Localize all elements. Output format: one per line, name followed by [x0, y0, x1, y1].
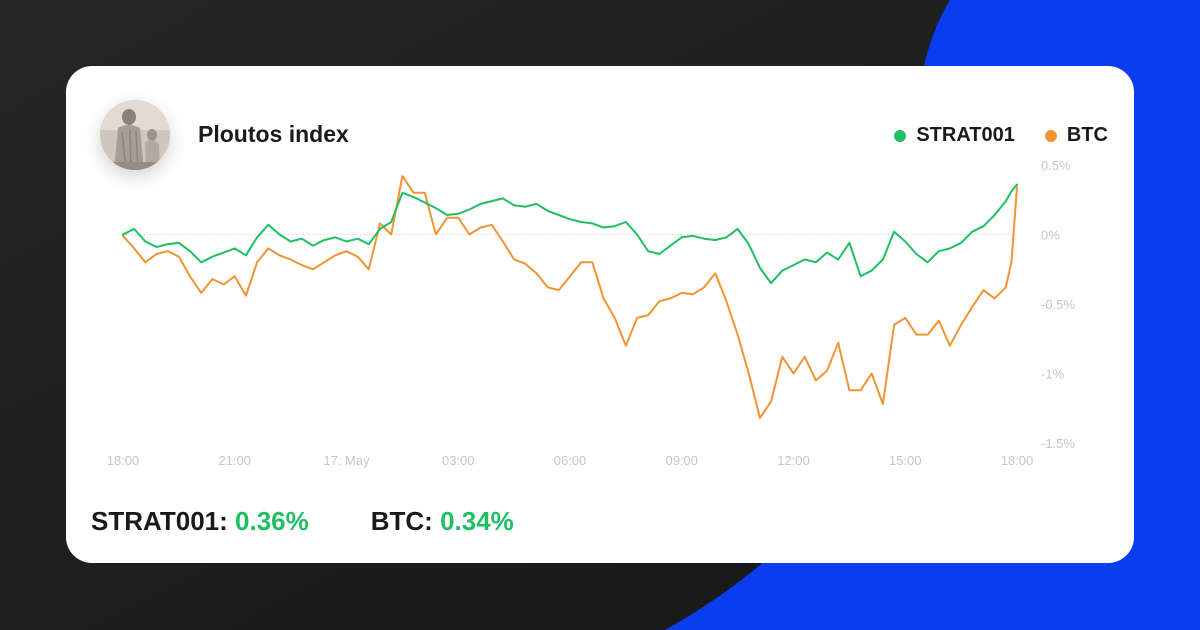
legend-dot-strat001 — [894, 129, 907, 142]
y-axis-ticks: 0.5% 0% -0.5% -1% -1.5% — [1041, 158, 1075, 451]
x-tick-label: 18:00 — [1001, 453, 1034, 468]
x-tick-label: 09:00 — [665, 453, 698, 468]
series-line-btc — [122, 175, 1018, 419]
x-tick-label: 17. May — [323, 453, 370, 468]
summary-strat001-label: STRAT001: — [91, 506, 228, 536]
y-tick-label: -1.5% — [1041, 436, 1075, 451]
x-tick-label: 21:00 — [218, 453, 251, 468]
y-tick-label: 0% — [1041, 228, 1060, 243]
chart-card: Ploutos index STRAT001 BTC 0.5% 0% -0.5% -1… — [66, 66, 1134, 563]
line-chart: 0.5% 0% -0.5% -1% -1.5% 18:00 21:00 17. May 03:… — [107, 158, 1076, 468]
summary-btc: BTC: 0.34% — [371, 506, 514, 537]
x-tick-label: 18:00 — [107, 453, 140, 468]
y-tick-label: -1% — [1041, 367, 1065, 382]
series-line-strat001 — [122, 183, 1018, 285]
chart-title: Ploutos index — [198, 121, 349, 147]
y-tick-label: 0.5% — [1041, 158, 1071, 173]
summary-btc-value: 0.34% — [440, 506, 514, 536]
summary-btc-label: BTC: — [370, 506, 433, 536]
x-tick-label: 15:00 — [889, 453, 922, 468]
chart-legend: STRAT001 BTC — [864, 124, 1108, 147]
legend-dot-btc — [1044, 129, 1057, 142]
summary-strat001-value: 0.36% — [235, 506, 309, 536]
series-lines — [122, 175, 1018, 419]
summary-strat001: STRAT001: 0.36% — [91, 506, 309, 537]
x-tick-label: 06:00 — [554, 453, 587, 468]
legend-label-strat001: STRAT001 — [916, 124, 1015, 146]
legend-item-btc[interactable]: BTC — [1044, 124, 1108, 147]
legend-item-strat001[interactable]: STRAT001 — [894, 124, 1015, 147]
avatar — [100, 100, 170, 170]
x-axis-ticks: 18:00 21:00 17. May 03:00 06:00 09:00 12:00 15:… — [107, 453, 1034, 468]
legend-label-btc: BTC — [1066, 124, 1108, 146]
x-tick-label: 12:00 — [777, 453, 810, 468]
summary-bar: STRAT001: 0.36% BTC: 0.34% — [91, 506, 576, 537]
x-tick-label: 03:00 — [442, 453, 475, 468]
y-tick-label: -0.5% — [1041, 297, 1075, 312]
